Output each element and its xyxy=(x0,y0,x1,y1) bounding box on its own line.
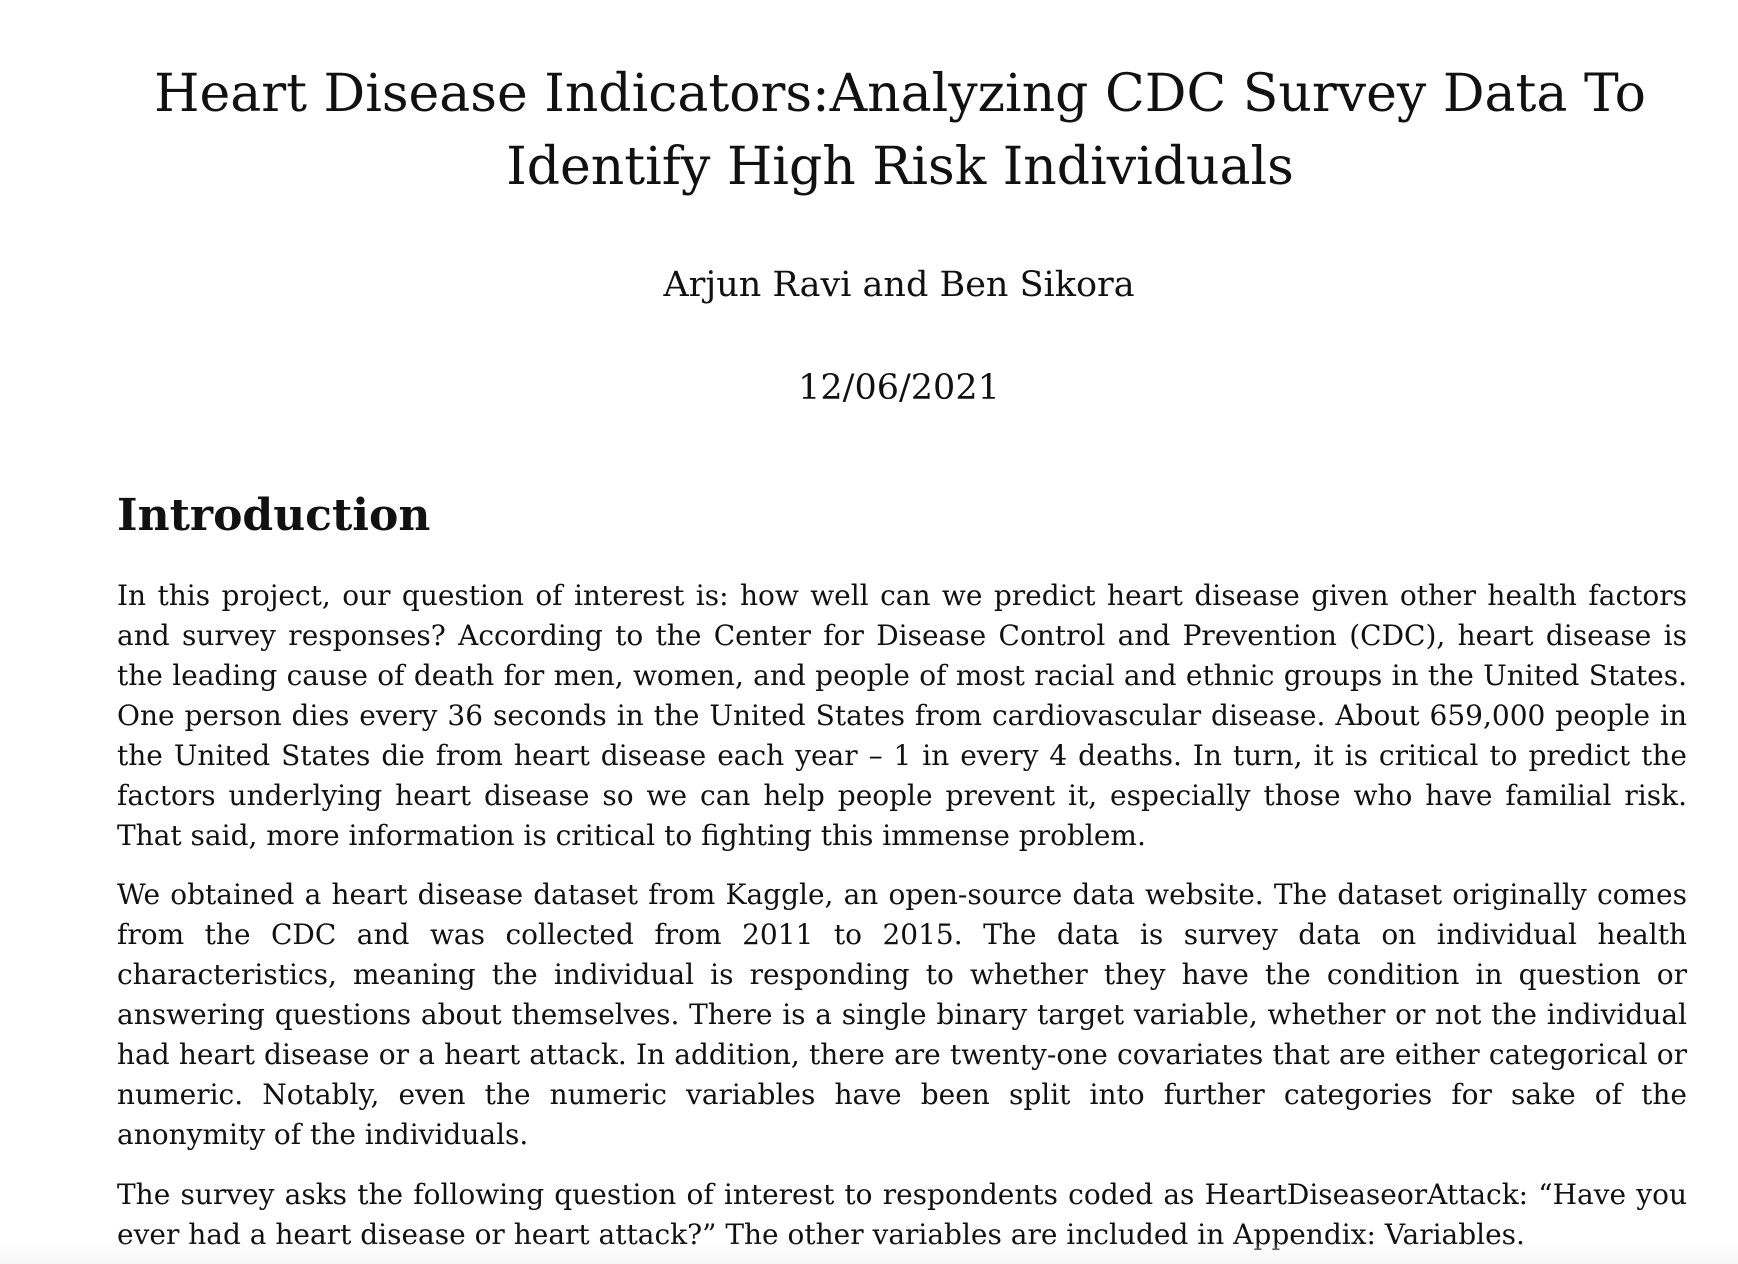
introduction-paragraph-3: The survey asks the following question o… xyxy=(117,1178,1687,1251)
document-authors: Arjun Ravi and Ben Sikora xyxy=(663,265,1135,305)
section-heading-introduction: Introduction xyxy=(117,490,431,541)
introduction-paragraph-2: We obtained a heart disease dataset from… xyxy=(117,878,1687,1151)
document-title: Heart Disease Indicators:Analyzing CDC S… xyxy=(154,64,1646,197)
introduction-paragraph-1: In this project, our question of interes… xyxy=(117,579,1687,852)
document-date: 12/06/2021 xyxy=(798,368,1000,408)
